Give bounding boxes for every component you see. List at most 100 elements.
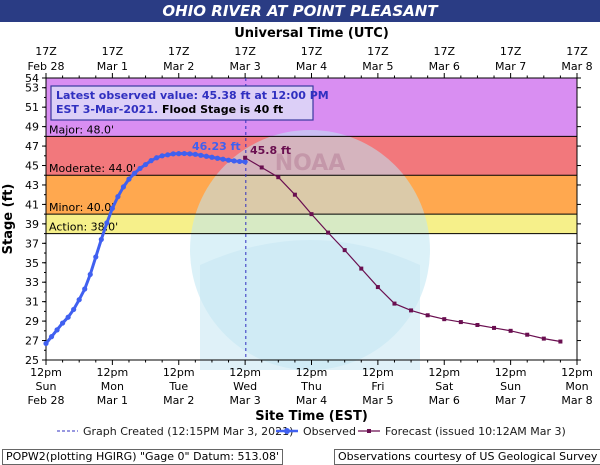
x-tick-label: Mar 2: [163, 394, 194, 407]
x-tick-label: Mar 6: [429, 394, 460, 407]
forecast-point: [541, 336, 546, 341]
observed-point: [109, 205, 115, 211]
forecast-point: [342, 248, 347, 253]
x-tick-label: Mar 7: [495, 394, 526, 407]
noaa-watermark-logo: NOAA: [190, 130, 430, 370]
x-tick-label: 12pm: [30, 366, 62, 379]
x-tick-label: Mar 3: [230, 394, 261, 407]
latest-observation-line1: Latest observed value: 45.38 ft at 12:00…: [56, 89, 329, 102]
forecast-crest-label: 45.8 ft: [250, 144, 291, 157]
forecast-point: [292, 192, 297, 197]
observed-point: [43, 340, 49, 347]
y-tick-label: 43: [25, 179, 39, 192]
observed-point: [154, 155, 160, 161]
x2-tick-label: Mar 4: [296, 60, 327, 73]
x-tick-label: Mar 8: [561, 394, 592, 407]
x-tick-label: Sun: [500, 380, 521, 393]
observed-point: [104, 220, 110, 226]
observed-crest-label: 46.23 ft: [192, 140, 241, 153]
x-tick-label: Fri: [371, 380, 384, 393]
observed-point: [65, 314, 71, 320]
x-tick-label: Wed: [233, 380, 257, 393]
y-tick-label: 49: [25, 121, 39, 134]
hydrograph-chart: NOAA Major: 48.0' Moderate: 44.0' Minor: 4…: [1, 26, 593, 438]
observed-point: [203, 153, 210, 159]
legend-observed-marker: [284, 428, 290, 434]
x2-tick-label: 17Z: [35, 45, 57, 58]
y-axis-title: Stage (ft): [1, 184, 16, 255]
x-tick-label: 12pm: [428, 366, 460, 379]
x-tick-label: Mon: [101, 380, 124, 393]
y-tick-label: 27: [25, 335, 39, 348]
threshold-label-minor: Minor: 40.0': [49, 201, 114, 214]
observations-credit: Observations courtesy of US Geological S…: [334, 449, 600, 465]
x-tick-label: Mon: [565, 380, 588, 393]
y-tick-label: 33: [25, 276, 39, 289]
latest-observation-line2: EST 3-Mar-2021. Flood Stage is 40 ft: [56, 103, 283, 116]
x2-tick-label: 17Z: [234, 45, 256, 58]
observed-point: [87, 271, 93, 278]
threshold-label-major: Major: 48.0': [49, 123, 114, 136]
observed-point: [115, 194, 121, 200]
observed-point: [181, 150, 187, 157]
legend-created-label: Graph Created (12:15PM Mar 3, 2021): [83, 425, 293, 438]
x2-tick-label: 17Z: [566, 45, 588, 58]
observed-point: [71, 306, 77, 313]
observed-point: [198, 152, 204, 158]
observed-point: [192, 151, 198, 157]
observed-point: [137, 165, 143, 172]
latest-observation-box: [50, 85, 314, 121]
x2-tick-label: Mar 7: [495, 60, 526, 73]
x-tick-label: Mar 1: [97, 394, 128, 407]
x2-tick-label: Mar 3: [230, 60, 261, 73]
y-tick-label: 25: [25, 354, 39, 367]
x2-tick-label: 17Z: [367, 45, 389, 58]
observed-point: [120, 184, 127, 190]
y-tick-label: 31: [25, 296, 39, 309]
forecast-point: [359, 266, 364, 271]
forecast-series-line: [244, 157, 561, 343]
forecast-point: [276, 175, 281, 180]
svg-text:NOAA: NOAA: [275, 151, 346, 176]
observed-point: [142, 161, 149, 168]
observed-point: [231, 158, 237, 164]
x2-tick-label: Mar 8: [561, 60, 592, 73]
forecast-point: [309, 212, 314, 217]
x-tick-label: Mar 5: [362, 394, 393, 407]
forecast-point: [259, 165, 264, 170]
x2-tick-label: 17Z: [168, 45, 190, 58]
chart-title: OHIO RIVER AT POINT PLEASANT: [0, 0, 600, 22]
y-tick-label: 37: [25, 237, 39, 250]
forecast-point: [375, 285, 380, 290]
x-axis-title: Site Time (EST): [255, 409, 368, 424]
observed-point: [187, 151, 193, 157]
x-tick-label: Tue: [168, 380, 188, 393]
observed-point: [165, 152, 171, 158]
observed-point: [159, 153, 165, 159]
x2-tick-label: Feb 28: [28, 60, 65, 73]
y-tick-label: 39: [25, 218, 39, 231]
forecast-point: [458, 320, 463, 325]
observed-point: [93, 254, 99, 260]
x-tick-label: 12pm: [229, 366, 261, 379]
x-tick-label: Sun: [36, 380, 57, 393]
x-tick-label: Feb 28: [28, 394, 65, 407]
y-tick-label: 45: [25, 160, 39, 173]
x2-tick-label: 17Z: [102, 45, 124, 58]
datum-info: POPW2(plotting HGIRG) "Gage 0" Datum: 51…: [2, 449, 284, 465]
x2-tick-label: 17Z: [500, 45, 522, 58]
forecast-point: [525, 332, 530, 337]
observed-point: [59, 320, 66, 326]
x-tick-label: 12pm: [561, 366, 593, 379]
x-tick-label: 12pm: [163, 366, 195, 379]
x-tick-label: 12pm: [495, 366, 527, 379]
x2-axis-title: Universal Time (UTC): [234, 26, 389, 41]
forecast-point: [409, 308, 414, 313]
x2-tick-label: Mar 2: [163, 60, 194, 73]
y-tick-label: 35: [25, 257, 39, 270]
observed-point: [214, 155, 221, 161]
forecast-point: [243, 155, 248, 160]
x2-tick-label: Mar 6: [429, 60, 460, 73]
x-tick-label: 12pm: [97, 366, 129, 379]
y-tick-label: 54: [25, 72, 39, 85]
